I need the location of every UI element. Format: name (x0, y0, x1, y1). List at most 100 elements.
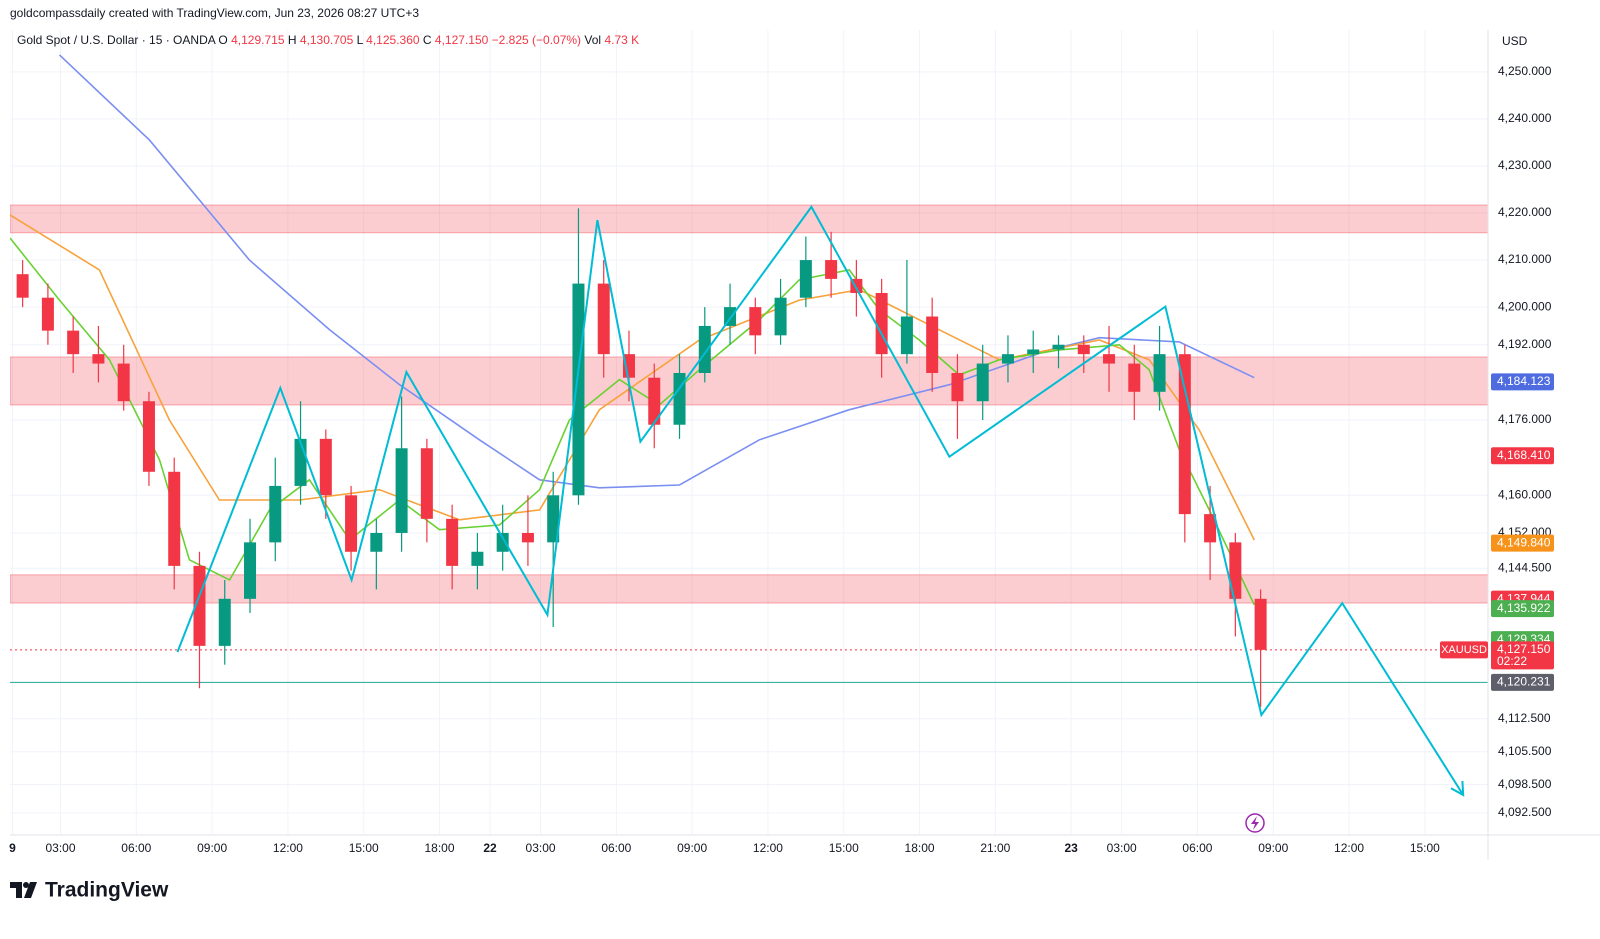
candle-body (168, 471, 181, 566)
x-tick-label: 06:00 (1182, 841, 1212, 855)
y-tick-label: 4,144.500 (1498, 560, 1552, 574)
candle-body (471, 551, 484, 566)
y-tick-label: 4,160.000 (1498, 487, 1552, 501)
candle-body (926, 316, 939, 373)
price-label-box (1491, 600, 1554, 618)
ohlc-key: H (288, 33, 297, 47)
candle-body (1027, 349, 1040, 355)
candle-body (16, 274, 29, 298)
x-tick-label: 21:00 (980, 841, 1010, 855)
ohlc-key: L (357, 33, 364, 47)
legend-row: Gold Spot / U.S. Dollar · 15 · OANDA O 4… (17, 33, 639, 47)
moving-average (10, 237, 1256, 606)
price-label: 4,127.150 (1497, 642, 1551, 656)
y-tick-label: 4,240.000 (1498, 111, 1552, 125)
candle-body (1077, 344, 1090, 355)
candle-body (269, 485, 282, 543)
candle-body (648, 377, 661, 425)
candle-body (1178, 354, 1191, 515)
price-label: 4,168.410 (1497, 448, 1551, 462)
candle-body (319, 438, 332, 496)
x-tick-label: 15:00 (829, 841, 859, 855)
symbol-box (1440, 641, 1488, 659)
y-tick-label: 4,105.500 (1498, 744, 1552, 758)
price-label-box (1491, 534, 1554, 552)
vol-value: 4.73 K (604, 33, 639, 47)
candle-body (1001, 354, 1014, 364)
x-tick-label: 15:00 (349, 841, 379, 855)
x-tick-label: 22 (483, 841, 497, 855)
x-tick-label: 09:00 (1258, 841, 1288, 855)
candle-body (825, 260, 838, 279)
ohlc-key: O (218, 33, 227, 47)
x-tick-label: 23 (1064, 841, 1078, 855)
candle-body (698, 325, 711, 373)
change: −2.825 (−0.07%) (492, 33, 581, 47)
x-tick-label: 06:00 (121, 841, 151, 855)
candle-body (774, 297, 787, 336)
candle-body (1204, 514, 1217, 543)
x-tick-label: 18:00 (905, 841, 935, 855)
y-tick-label: 4,250.000 (1498, 64, 1552, 78)
ohlc-value: 4,125.360 (366, 33, 420, 47)
logo: TradingView (10, 879, 169, 902)
price-label-box (1491, 447, 1554, 465)
y-tick-label: 4,098.500 (1498, 777, 1552, 791)
x-tick-label: 9 (9, 841, 16, 855)
candle-body (1052, 344, 1065, 350)
alert-icon (1245, 813, 1265, 833)
candle-body (92, 354, 105, 364)
candle-body (597, 283, 610, 355)
candle-body (218, 598, 231, 646)
ohlc-value: 4,127.150 (435, 33, 489, 47)
x-tick-label: 12:00 (273, 841, 303, 855)
candle-body (875, 293, 888, 355)
candle-body (446, 518, 459, 566)
x-tick-label: 18:00 (424, 841, 454, 855)
symbol: Gold Spot / U.S. Dollar · 15 · OANDA (17, 33, 216, 47)
candle-body (294, 438, 307, 486)
candle-body (1128, 363, 1141, 392)
zone (10, 204, 1488, 234)
price-label: 4,135.922 (1497, 601, 1551, 615)
x-tick-label: 12:00 (1334, 841, 1364, 855)
candle-body (673, 372, 686, 425)
y-tick-label: 4,220.000 (1498, 205, 1552, 219)
currency: USD (1502, 34, 1528, 48)
candle-body (142, 401, 155, 472)
y-tick-label: 4,210.000 (1498, 252, 1552, 266)
x-tick-label: 03:00 (526, 841, 556, 855)
candle-body (345, 495, 358, 552)
symbol-label: XAUUSD (1441, 644, 1487, 656)
vol-key: Vol (584, 33, 601, 47)
candle-body (1103, 354, 1116, 364)
attribution: goldcompassdaily created with TradingVie… (10, 6, 419, 20)
arrow-head (1450, 780, 1465, 797)
candle-body (900, 316, 913, 355)
candle-body (117, 363, 130, 402)
x-tick-label: 09:00 (677, 841, 707, 855)
candle-body (244, 542, 257, 599)
logo-text: TradingView (45, 879, 169, 902)
moving-average (58, 54, 1255, 489)
zigzag-projection (176, 205, 1465, 796)
y-tick-label: 4,112.500 (1498, 711, 1551, 725)
plot-area (10, 30, 1488, 835)
candle-body (1153, 354, 1166, 392)
candle-body (799, 260, 812, 298)
candle-body (370, 532, 383, 552)
candle-body (496, 532, 509, 552)
x-tick-label: 09:00 (197, 841, 227, 855)
candle-body (1254, 598, 1267, 650)
x-tick-label: 03:00 (46, 841, 76, 855)
x-tick-label: 15:00 (1410, 841, 1440, 855)
price-label: 4,184.123 (1497, 374, 1551, 388)
ohlc-value: 4,129.715 (231, 33, 285, 47)
price-label-box (1491, 641, 1554, 670)
candle-body (1229, 542, 1242, 599)
x-tick-label: 06:00 (601, 841, 631, 855)
candle-body (67, 330, 80, 355)
y-tick-label: 4,176.000 (1498, 412, 1552, 426)
candle-body (41, 297, 54, 331)
